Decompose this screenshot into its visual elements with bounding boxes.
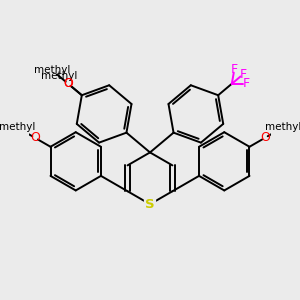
Text: O: O [63,77,72,90]
Text: F: F [231,63,238,76]
Text: O: O [260,131,270,144]
Text: S: S [145,198,155,211]
Text: F: F [243,77,250,90]
Text: methyl: methyl [265,122,300,132]
Text: methyl: methyl [34,65,70,75]
Text: O: O [63,77,73,90]
Text: F: F [239,68,247,81]
Text: methyl: methyl [0,122,35,132]
Text: methyl: methyl [41,71,78,82]
Text: O: O [30,131,40,144]
